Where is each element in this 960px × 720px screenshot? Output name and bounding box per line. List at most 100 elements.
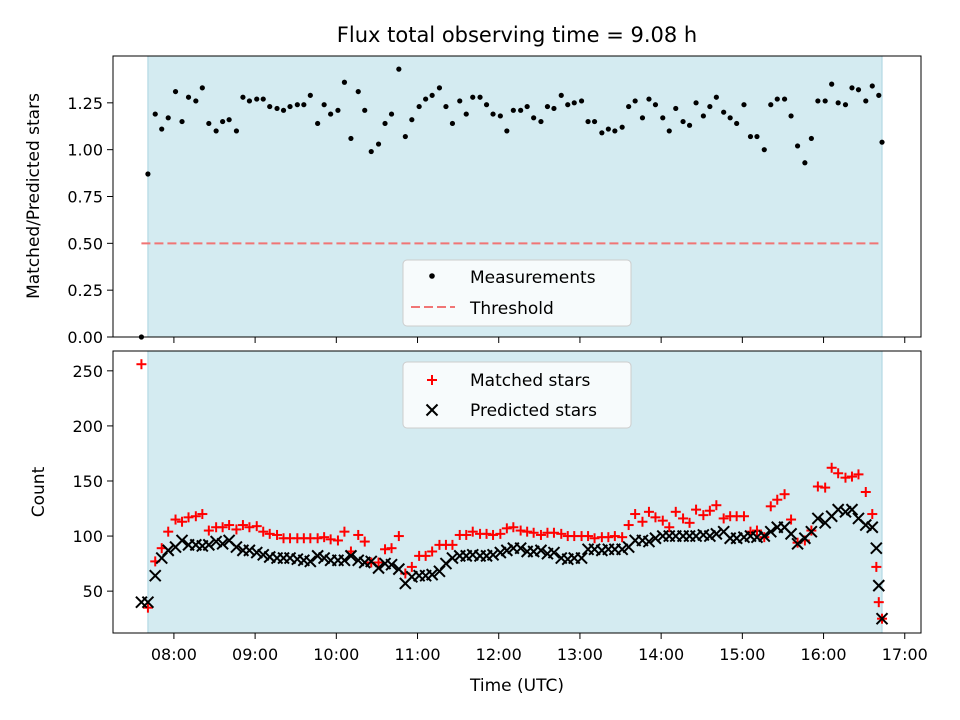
matched-point [846,471,857,482]
ratio-panel-frame [112,55,922,338]
measurement-point [396,66,402,72]
measurement-point [402,133,408,140]
measurement-point [741,102,747,108]
measurement-point [518,107,524,113]
measurement-point [267,103,273,110]
measurement-point [680,118,686,125]
matched-point [183,512,194,523]
matched-point [556,528,567,539]
y-tick-label: 0.00 [67,328,103,347]
matched-point [860,487,871,497]
x-tick-label: 08:00 [151,645,197,664]
matched-point [244,522,255,533]
predicted-point [486,548,500,561]
chart-title: Flux total observing time = 9.08 h [337,23,697,47]
matched-point [840,472,851,483]
predicted-point [372,561,385,575]
y-tick-label: 100 [72,527,103,546]
cross-b [202,538,216,552]
predicted-point [162,544,175,557]
measurement-point [713,94,719,100]
predicted-point [870,541,883,555]
measurement-point [571,100,577,106]
predicted-point [649,532,662,545]
measurement-point [700,113,706,119]
measurement-point [855,87,862,93]
measurement-point [328,111,334,117]
y-tick-label: 250 [72,362,103,381]
matched-point [609,531,620,542]
predicted-point [230,540,243,554]
measurement-point [558,92,564,98]
x-tick-label: 14:00 [638,645,684,664]
matched-point [698,510,709,521]
y-tick-label: 1.25 [67,94,103,113]
x-tick-label: 10:00 [313,645,359,664]
measurement-point [879,139,885,145]
matched-point [501,523,512,534]
cross-b [514,541,527,555]
cross-b [175,534,189,547]
legend-ratio: Measurements Threshold [402,259,632,327]
matched-point [217,522,228,533]
predicted-point [344,549,358,563]
measurement-point [774,96,780,102]
measurement-point [477,94,483,100]
matched-point [488,529,499,540]
predicted-point [534,544,548,557]
y-tick-label: 0.25 [67,281,103,300]
predicted-point [805,525,818,538]
cross-b [859,518,872,532]
matched-point [373,557,384,568]
matched-point [583,531,594,542]
measurement-point [794,143,801,149]
ratio-panel: 0.00 0.25 0.50 0.75 1.00 1.25 Measurements Thre… [67,55,922,347]
predicted-point [202,538,216,552]
matched-point [325,534,336,545]
cross-b [778,521,791,534]
measurement-point [152,111,158,117]
predicted-point [872,579,885,592]
measurement-point [842,102,849,108]
cross-b [866,521,879,534]
matched-point [535,529,546,540]
cross-b [243,544,256,557]
predicted-point [811,512,825,525]
measurement-point [172,88,179,95]
predicted-point [304,555,317,568]
measurement-point [822,98,828,104]
measurement-point [632,98,638,104]
x-tick-label: 12:00 [476,645,522,664]
matched-point [867,509,878,520]
measurement-point [307,92,313,98]
measurement-point [362,107,368,113]
measurement-point [693,100,699,106]
measurement-point [483,102,490,108]
cross-b [805,525,818,538]
matched-point [447,539,458,550]
predicted-point [875,612,889,625]
y-axis-label-count: Count [29,466,49,517]
cross-b [791,537,804,550]
matched-point [332,535,343,546]
measurement-point [280,107,287,113]
cross-b [852,512,865,525]
y-axis-label-ratio: Matched/Predicted stars [24,93,44,299]
measurement-point [294,102,300,108]
cross-b [222,534,236,547]
matched-point [853,469,864,480]
matched-point [670,506,681,517]
measurement-point [260,96,266,102]
measurement-point [206,120,212,127]
measurement-point [578,98,585,104]
x-tick-label: 16:00 [800,645,846,664]
cross-b [344,549,358,563]
matched-point [272,529,283,540]
measurement-point [368,148,374,155]
matched-point [495,528,506,539]
measurement-point [490,111,496,117]
measurement-point [497,113,503,119]
cross-b [209,535,223,548]
matched-point [738,511,749,522]
